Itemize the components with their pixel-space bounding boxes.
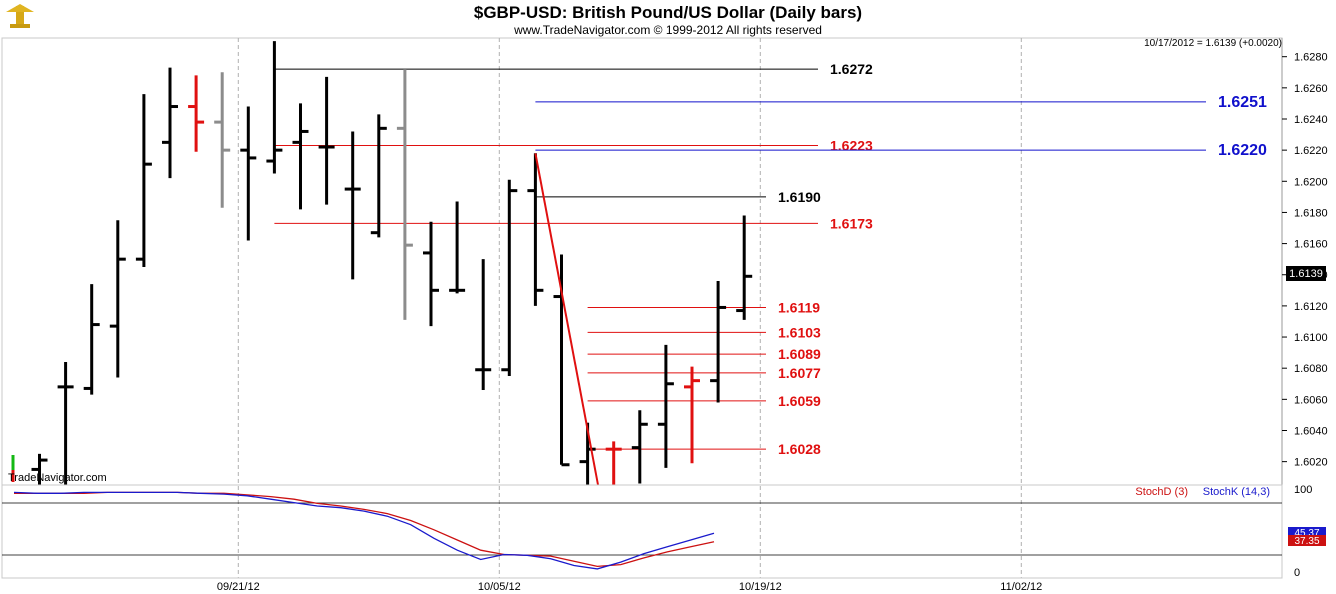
date-tick-label: 10/05/12 [478, 581, 521, 593]
logo [6, 4, 34, 28]
price-level-label: 1.6173 [830, 215, 873, 231]
price-axis-ticks: 1.6020 1.6040 1.6060 1.6080 1.6100 1.6120 1.61… [1282, 52, 1328, 469]
ohlc-bar [553, 254, 570, 467]
chart-title: $GBP-USD: British Pound/US Dollar (Daily… [474, 3, 862, 22]
ohlc-bar [475, 259, 492, 390]
price-level-label: 1.6089 [778, 346, 821, 362]
ohlc-bar [135, 94, 152, 267]
ohlc-bar [188, 75, 205, 152]
price-tick-label: 1.6280 [1294, 52, 1328, 64]
price-tick-label: 1.6020 [1294, 457, 1328, 469]
ohlc-bar [657, 344, 674, 468]
ohlc-bars [31, 41, 753, 485]
trend-lines [534, 153, 600, 486]
stoch-d-legend: StochD (3) [1135, 486, 1188, 498]
ohlc-bar [31, 453, 48, 485]
ohlc-bar [370, 114, 387, 238]
price-tick-label: 1.6240 [1294, 114, 1328, 126]
ohlc-bar [109, 220, 126, 378]
price-tick-label: 1.6160 [1294, 239, 1328, 251]
price-tick-label: 1.6200 [1294, 176, 1328, 188]
ohlc-bar [214, 72, 231, 208]
stoch-k-value: 45.37 [1294, 528, 1319, 539]
ohlc-bar [266, 41, 283, 174]
stochastic-lines [13, 491, 715, 570]
current-price-tag: 1.6139 [1286, 266, 1326, 281]
date-tick-label: 10/19/12 [739, 581, 782, 593]
price-level-label: 1.6272 [830, 61, 873, 77]
price-tick-label: 1.6220 [1294, 145, 1328, 157]
ohlc-bar [318, 76, 335, 205]
price-level-label: 1.6028 [778, 441, 821, 457]
price-levels: 1.6272 1.6251 1.6223 1.6220 1.6190 1.6173 1.61… [274, 61, 1267, 457]
ohlc-bar [57, 361, 74, 485]
price-level-label: 1.6190 [778, 189, 821, 205]
ohlc-bar [684, 366, 700, 464]
ohlc-bar [501, 179, 518, 376]
price-tick-label: 1.6080 [1294, 363, 1328, 375]
stoch-tick-100: 100 [1294, 484, 1312, 496]
ohlc-bar [527, 153, 544, 306]
price-level-label: 1.6220 [1218, 142, 1267, 159]
price-level-label: 1.6077 [778, 365, 821, 381]
last-quote: 10/17/2012 = 1.6139 (+0.0020) [1144, 38, 1282, 49]
stoch-d-value: 37.35 [1294, 536, 1319, 547]
copyright-text: www.TradeNavigator.com © 1999-2012 All r… [513, 23, 822, 37]
watermark-text: TradeNavigator.com [8, 472, 107, 484]
price-tick-label: 1.6100 [1294, 332, 1328, 344]
price-level-label: 1.6119 [778, 299, 820, 315]
ohlc-bar [83, 284, 100, 395]
ohlc-bar [736, 215, 753, 320]
current-price-label: 1.6139 [1289, 268, 1323, 280]
ohlc-bar [292, 103, 309, 210]
vertical-gridlines [237, 38, 1022, 578]
price-tick-label: 1.6120 [1294, 301, 1328, 313]
price-level-label: 1.6251 [1218, 94, 1267, 111]
date-axis-ticks: 09/21/12 10/05/12 10/19/12 11/02/12 [217, 581, 1042, 593]
ohlc-bar [710, 280, 727, 403]
stoch-value-tags: 45.37 37.35 [1288, 527, 1326, 547]
ohlc-bar [344, 131, 361, 280]
ohlc-bar [162, 67, 178, 179]
trend-line [534, 153, 600, 486]
date-tick-label: 11/02/12 [1000, 581, 1042, 593]
price-tick-label: 1.6060 [1294, 394, 1328, 406]
ohlc-bar [605, 441, 622, 485]
date-tick-label: 09/21/12 [217, 581, 260, 593]
price-level-label: 1.6223 [830, 137, 873, 153]
price-tick-label: 1.6180 [1294, 207, 1328, 219]
ohlc-bar [631, 410, 648, 484]
price-tick-label: 1.6260 [1294, 83, 1328, 95]
stochastic-pane [1, 484, 1283, 579]
ohlc-bar [240, 106, 257, 241]
stoch-tick-0: 0 [1294, 567, 1300, 579]
price-level-label: 1.6059 [778, 393, 821, 409]
ohlc-bar [423, 221, 439, 327]
price-level-label: 1.6103 [778, 324, 821, 340]
stoch-k-legend: StochK (14,3) [1203, 486, 1270, 498]
ohlc-bar [396, 69, 413, 320]
price-tick-label: 1.6040 [1294, 425, 1328, 437]
stoch-k-line [13, 491, 715, 570]
ohlc-bar [449, 201, 466, 294]
